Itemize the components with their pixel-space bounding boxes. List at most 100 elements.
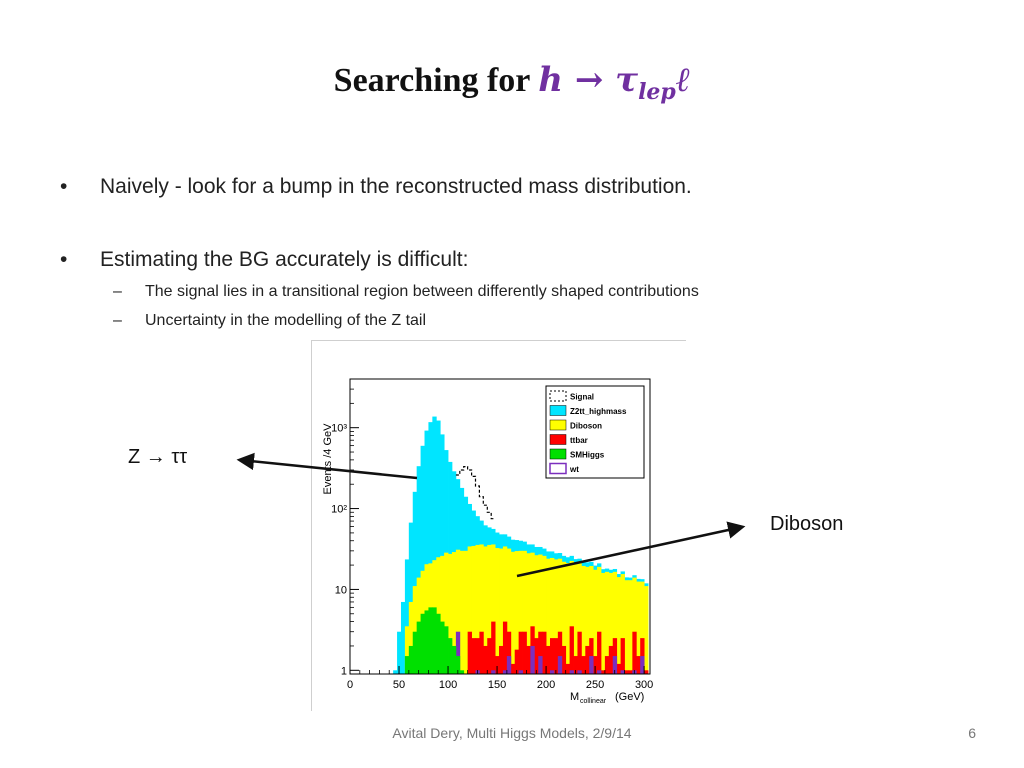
bar-ttbar <box>604 656 610 674</box>
x-tick-label: 150 <box>488 679 506 691</box>
bar-diboson <box>585 566 590 674</box>
bar-diboson <box>483 546 488 674</box>
bar-ttbar <box>491 621 496 674</box>
bar-diboson <box>471 545 476 674</box>
sub-bullet-marker: – <box>113 312 122 329</box>
bar-ttbar <box>471 638 476 674</box>
bar-diboson <box>530 552 535 674</box>
bar-diboson <box>581 565 586 674</box>
bar-smhiggs <box>428 607 433 674</box>
bar-diboson <box>550 557 555 674</box>
bar-wt <box>455 631 461 674</box>
bar-diboson <box>475 544 480 674</box>
bar-diboson <box>404 626 410 674</box>
bar-diboson <box>467 546 472 674</box>
bar-diboson <box>408 601 414 674</box>
bar-smhiggs <box>444 626 449 674</box>
bar-ttbar <box>475 638 480 674</box>
x-tick-label: 250 <box>586 679 604 691</box>
bar-wt <box>577 670 582 674</box>
bar-ttbar <box>565 663 571 674</box>
bar-diboson <box>604 571 610 674</box>
bar-wt <box>589 656 594 674</box>
bar-diboson <box>463 550 469 674</box>
bar-diboson <box>597 566 602 674</box>
bar-ttbar <box>569 626 574 674</box>
bar-ttbar <box>546 645 551 674</box>
y-axis-label: Events /4 GeV <box>322 423 334 495</box>
bar-diboson <box>557 558 563 674</box>
bar-wt <box>518 670 523 674</box>
bar-ttbar <box>597 631 602 674</box>
bar-ttbar <box>644 670 649 674</box>
bar-ttbar <box>616 663 621 674</box>
bar-diboson <box>459 550 465 674</box>
bar-diboson <box>440 555 445 674</box>
bar-smhiggs <box>432 607 437 674</box>
sub-bullet-marker: – <box>113 283 122 300</box>
bar-ttbar <box>522 631 527 674</box>
bar-diboson <box>448 553 453 674</box>
bar-diboson <box>573 564 578 674</box>
bar-ttbar <box>526 645 531 674</box>
x-axis-label: M <box>570 691 579 703</box>
bar-ttbar <box>585 645 590 674</box>
bar-z2tt_highmass <box>408 522 414 674</box>
arrow-ztautau <box>236 452 418 480</box>
legend-swatch-diboson <box>549 419 567 431</box>
bar-ttbar <box>467 631 472 674</box>
x-axis-label-unit: (GeV) <box>615 691 644 703</box>
bar-diboson <box>491 544 496 674</box>
bar-ttbar <box>538 631 543 674</box>
chart-frame: 0 50 100 150 200 250 300 1 10 10² 10³ Events /4 GeV… <box>311 340 686 711</box>
bar-ttbar <box>577 631 582 674</box>
title-text: Searching for <box>333 62 539 99</box>
bar-diboson <box>522 550 527 674</box>
legend-swatch-smhiggs <box>549 448 567 460</box>
bar-diboson <box>636 581 641 674</box>
bar-ttbar <box>487 638 492 674</box>
title-math: h → τlepℓ <box>538 60 691 105</box>
bar-wt <box>530 645 535 674</box>
bar-diboson <box>538 554 543 674</box>
bar-z2tt_highmass <box>400 601 406 674</box>
bar-z2tt_highmass <box>440 434 445 674</box>
bar-ttbar <box>510 663 516 674</box>
slide-title: Searching for h → τlepℓ <box>0 60 1024 105</box>
bar-diboson <box>624 580 629 674</box>
bar-diboson <box>495 548 500 674</box>
legend-label: ttbar <box>570 436 588 445</box>
legend-label: wt <box>569 465 579 474</box>
title-math-tail: ℓ <box>675 60 691 100</box>
bar-diboson <box>444 552 449 674</box>
bar-wt <box>506 656 512 674</box>
bar-smhiggs <box>404 656 410 674</box>
bar-diboson <box>487 544 492 674</box>
bar-diboson <box>593 569 598 674</box>
bar-ttbar <box>479 631 484 674</box>
bar-wt <box>640 656 645 674</box>
title-math-main: h → τ <box>538 60 639 100</box>
legend-swatch-signal <box>549 390 567 402</box>
legend-label: Diboson <box>570 422 602 431</box>
bar-ttbar <box>518 631 523 674</box>
bar-ttbar <box>620 638 625 674</box>
bar-wt <box>502 670 508 674</box>
bar-diboson <box>569 560 574 674</box>
bar-diboson <box>510 551 516 674</box>
sub-bullet-text: The signal lies in a transitional region… <box>145 283 699 300</box>
bar-diboson <box>628 580 633 674</box>
bar-ttbar <box>636 656 641 674</box>
bar-ttbar <box>542 631 547 674</box>
bar-z2tt_highmass <box>420 445 425 674</box>
y-tick-label: 10 <box>335 584 347 596</box>
bar-ttbar <box>600 670 606 674</box>
bar-diboson <box>577 563 582 674</box>
bar-ttbar <box>550 638 555 674</box>
bar-diboson <box>514 551 520 674</box>
bar-diboson <box>616 577 621 674</box>
bar-diboson <box>640 581 645 674</box>
bar-diboson <box>561 561 567 674</box>
